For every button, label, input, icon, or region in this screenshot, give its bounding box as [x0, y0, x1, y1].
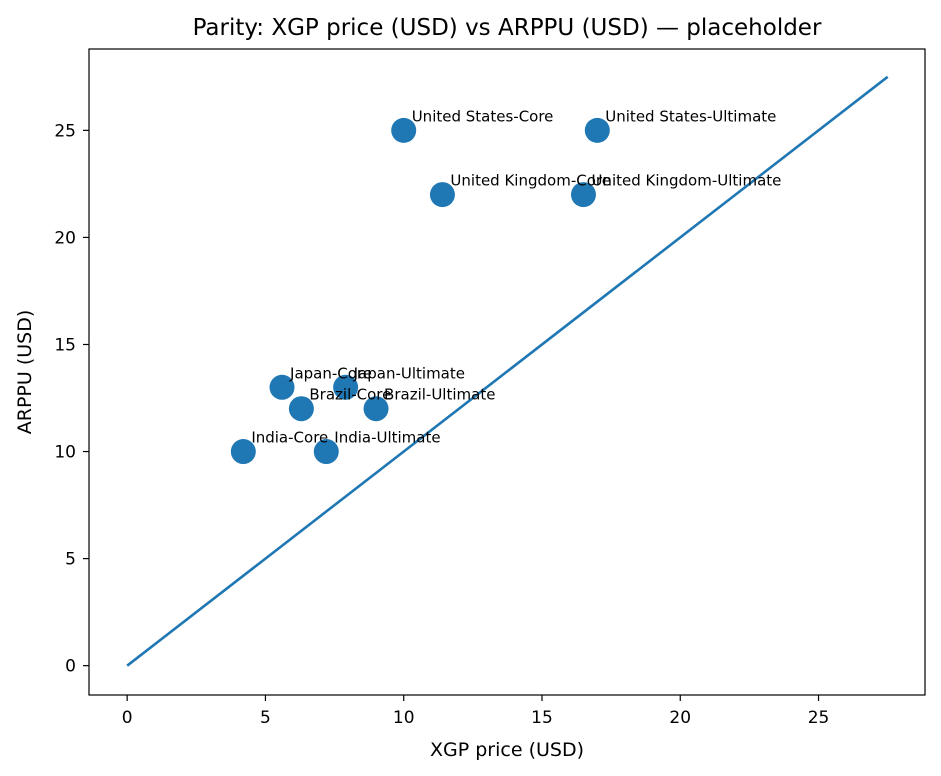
scatter-point-0	[391, 117, 417, 143]
plot-area: United States-Core United States-Ultimate…	[126, 75, 889, 667]
scatter-point-7	[363, 396, 389, 422]
point-label-3: United Kingdom-Ultimate	[591, 172, 781, 190]
y-tick-label-5: 25	[54, 121, 76, 141]
point-label-4: Japan-Core	[289, 364, 372, 382]
point-label-7: Brazil-Ultimate	[384, 386, 495, 404]
x-tick-label-4: 20	[669, 708, 691, 728]
y-tick-label-4: 20	[54, 228, 76, 248]
x-tick-label-3: 15	[531, 708, 553, 728]
scatter-point-8	[230, 439, 256, 465]
x-axis-label: XGP price (USD)	[430, 739, 584, 761]
point-label-8: India-Core	[251, 429, 328, 447]
x-tick-label-5: 25	[808, 708, 830, 728]
point-label-2: United Kingdom-Core	[450, 172, 611, 190]
point-label-1: United States-Ultimate	[605, 107, 776, 125]
scatter-point-6	[288, 396, 314, 422]
parity-line	[126, 75, 889, 667]
scatter-point-1	[584, 117, 610, 143]
scatter-point-4	[269, 374, 295, 400]
y-axis-label: ARPPU (USD)	[14, 310, 36, 434]
point-label-0: United States-Core	[412, 107, 554, 125]
point-label-5: Japan-Ultimate	[353, 364, 465, 382]
y-tick-label-2: 10	[54, 443, 76, 463]
y-axis-ticks: 0 5 10 15 20 25	[54, 121, 89, 677]
point-label-6: Brazil-Core	[309, 386, 391, 404]
x-tick-label-2: 10	[393, 708, 415, 728]
scatter-point-9	[313, 439, 339, 465]
scatter-point-2	[429, 182, 455, 208]
chart-title: Parity: XGP price (USD) vs ARPPU (USD) —…	[193, 15, 822, 41]
scatter-point-5	[333, 374, 359, 400]
point-label-9: India-Ultimate	[334, 429, 440, 447]
y-tick-label-3: 15	[54, 335, 76, 355]
plot-frame	[88, 48, 926, 696]
y-tick-label-1: 5	[65, 550, 76, 570]
x-tick-label-0: 0	[122, 708, 133, 728]
scatter-point-3	[570, 182, 596, 208]
y-tick-label-0: 0	[65, 657, 76, 677]
x-axis-ticks: 0 5 10 15 20 25	[122, 695, 830, 728]
x-tick-label-1: 5	[260, 708, 271, 728]
